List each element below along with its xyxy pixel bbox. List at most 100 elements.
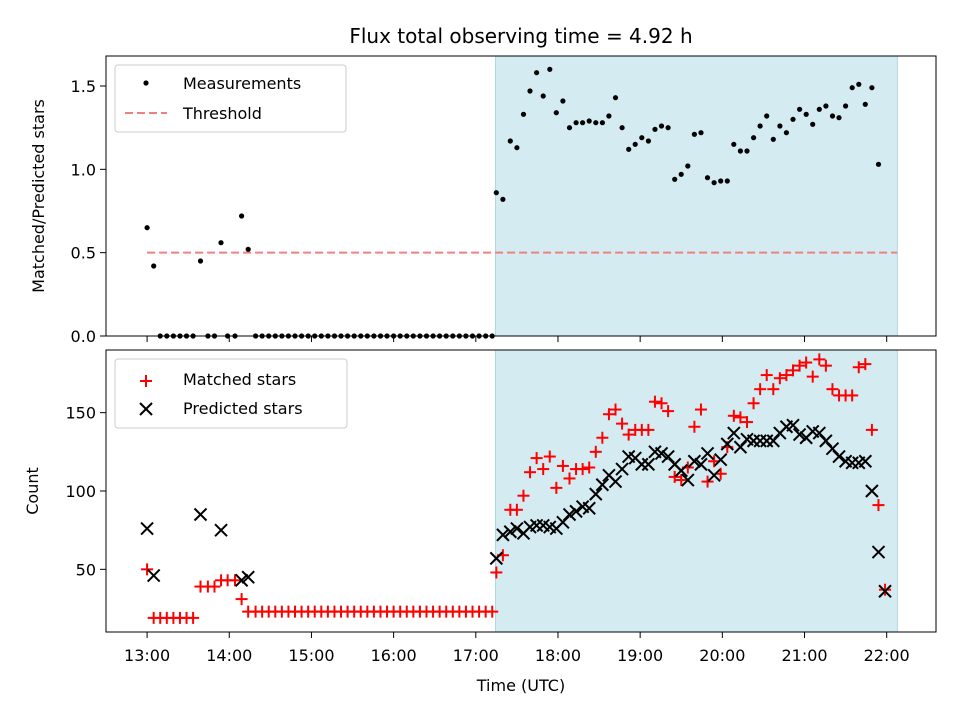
measurement-point <box>783 130 790 136</box>
measurement-point <box>606 113 612 119</box>
matched-star-point <box>754 383 767 396</box>
predicted-star-point <box>641 457 656 472</box>
measurement-point <box>843 103 849 109</box>
matched-star-point <box>865 423 878 436</box>
y-tick-label: 0.0 <box>71 327 96 346</box>
measurement-point <box>764 113 770 119</box>
predicted-star-point <box>496 528 510 542</box>
measurement-point <box>658 123 665 129</box>
predicted-star-point <box>792 427 807 442</box>
measurement-point <box>875 161 882 167</box>
bottom-y-axis-label: Count <box>23 467 42 515</box>
measurement-point <box>862 101 868 107</box>
predicted-star-point <box>562 507 577 522</box>
predicted-star-point <box>214 523 228 537</box>
predicted-star-points <box>140 418 892 598</box>
top-chart-title: Flux total observing time = 4.92 h <box>349 24 692 48</box>
measurement-point <box>547 66 553 72</box>
legend-measurements-marker <box>143 80 149 86</box>
measurement-point <box>612 95 619 101</box>
predicted-star-point <box>727 426 741 440</box>
predicted-star-point <box>845 456 859 470</box>
matched-star-point <box>727 409 740 422</box>
bottom-shaded-region <box>495 349 898 633</box>
x-tick-label: 22:00 <box>864 646 910 665</box>
measurement-point <box>816 106 822 112</box>
matched-star-point <box>583 461 596 474</box>
predicted-star-point <box>720 437 734 451</box>
matched-star-point <box>819 359 832 372</box>
matched-star-point <box>655 397 668 410</box>
predicted-star-point <box>713 452 728 467</box>
measurement-point <box>803 111 809 117</box>
predicted-star-point <box>694 457 708 472</box>
measurement-point <box>593 120 599 126</box>
legend-predicted-marker <box>139 402 153 416</box>
measurement-point <box>823 103 829 109</box>
matched-star-point <box>648 395 661 408</box>
matched-star-point <box>229 574 242 587</box>
x-tick-label: 13:00 <box>124 646 170 665</box>
measurement-point <box>144 225 150 231</box>
matched-star-point <box>642 423 655 436</box>
matched-star-point <box>543 450 556 463</box>
measurement-point <box>704 175 711 181</box>
measurement-point <box>645 138 652 144</box>
measurement-point <box>829 113 836 119</box>
matched-star-point <box>616 417 629 430</box>
bottom-x-ticks: 13:00 14:00 15:00 16:00 17:00 18:00 19:00 20:00… <box>124 632 910 665</box>
matched-star-point <box>490 566 503 579</box>
matched-star-point <box>609 403 622 416</box>
matched-star-point <box>872 499 885 512</box>
predicted-star-point <box>615 462 629 476</box>
bottom-y-ticks: 50 100 150 <box>65 404 106 579</box>
predicted-star-point <box>753 434 767 448</box>
predicted-star-point <box>654 446 669 461</box>
top-x-ticks <box>146 336 888 342</box>
measurement-point <box>757 123 763 129</box>
matched-star-point <box>576 463 589 476</box>
legend-threshold-label: Threshold <box>182 104 262 123</box>
measurement-point <box>619 125 625 131</box>
measurement-point <box>737 148 744 154</box>
measurement-point <box>197 258 204 264</box>
matched-star-point <box>537 463 550 476</box>
measurement-point <box>652 126 658 132</box>
y-tick-label: 50 <box>76 560 96 579</box>
y-tick-label: 0.5 <box>71 244 96 263</box>
predicted-star-point <box>746 434 761 448</box>
top-y-ticks: 0.0 0.5 1.0 1.5 <box>71 77 106 346</box>
legend-matched-label: Matched stars <box>183 370 296 389</box>
x-tick-label: 21:00 <box>781 646 827 665</box>
legend-measurements-label: Measurements <box>183 74 301 93</box>
matched-star-point <box>662 405 675 418</box>
measurement-point <box>698 130 704 136</box>
measurement-point <box>218 240 224 246</box>
x-tick-label: 14:00 <box>206 646 252 665</box>
predicted-star-point <box>674 463 688 478</box>
bottom-legend: Matched stars Predicted stars <box>114 358 348 429</box>
matched-star-point <box>740 416 753 429</box>
measurement-point <box>507 138 513 144</box>
matched-star-point <box>734 411 747 424</box>
predicted-star-point <box>878 584 892 598</box>
matched-star-point <box>602 408 615 421</box>
matched-star-point <box>517 489 530 502</box>
bottom-legend-box <box>114 358 348 429</box>
measurement-point <box>691 131 698 137</box>
matched-star-point <box>826 383 839 396</box>
x-tick-label: 16:00 <box>371 646 417 665</box>
measurement-point <box>672 176 678 182</box>
matched-star-point <box>530 452 543 465</box>
predicted-star-point <box>635 457 649 472</box>
measurement-point <box>553 110 559 116</box>
matched-star-point <box>787 364 800 377</box>
predicted-star-point <box>707 468 721 483</box>
measurement-point <box>540 93 546 99</box>
top-panel: 0.0 0.5 1.0 1.5 Matched/Predicted stars Mea… <box>29 55 937 346</box>
matched-star-point <box>813 353 826 366</box>
matched-star-point <box>675 474 688 487</box>
predicted-star-point <box>582 501 596 515</box>
